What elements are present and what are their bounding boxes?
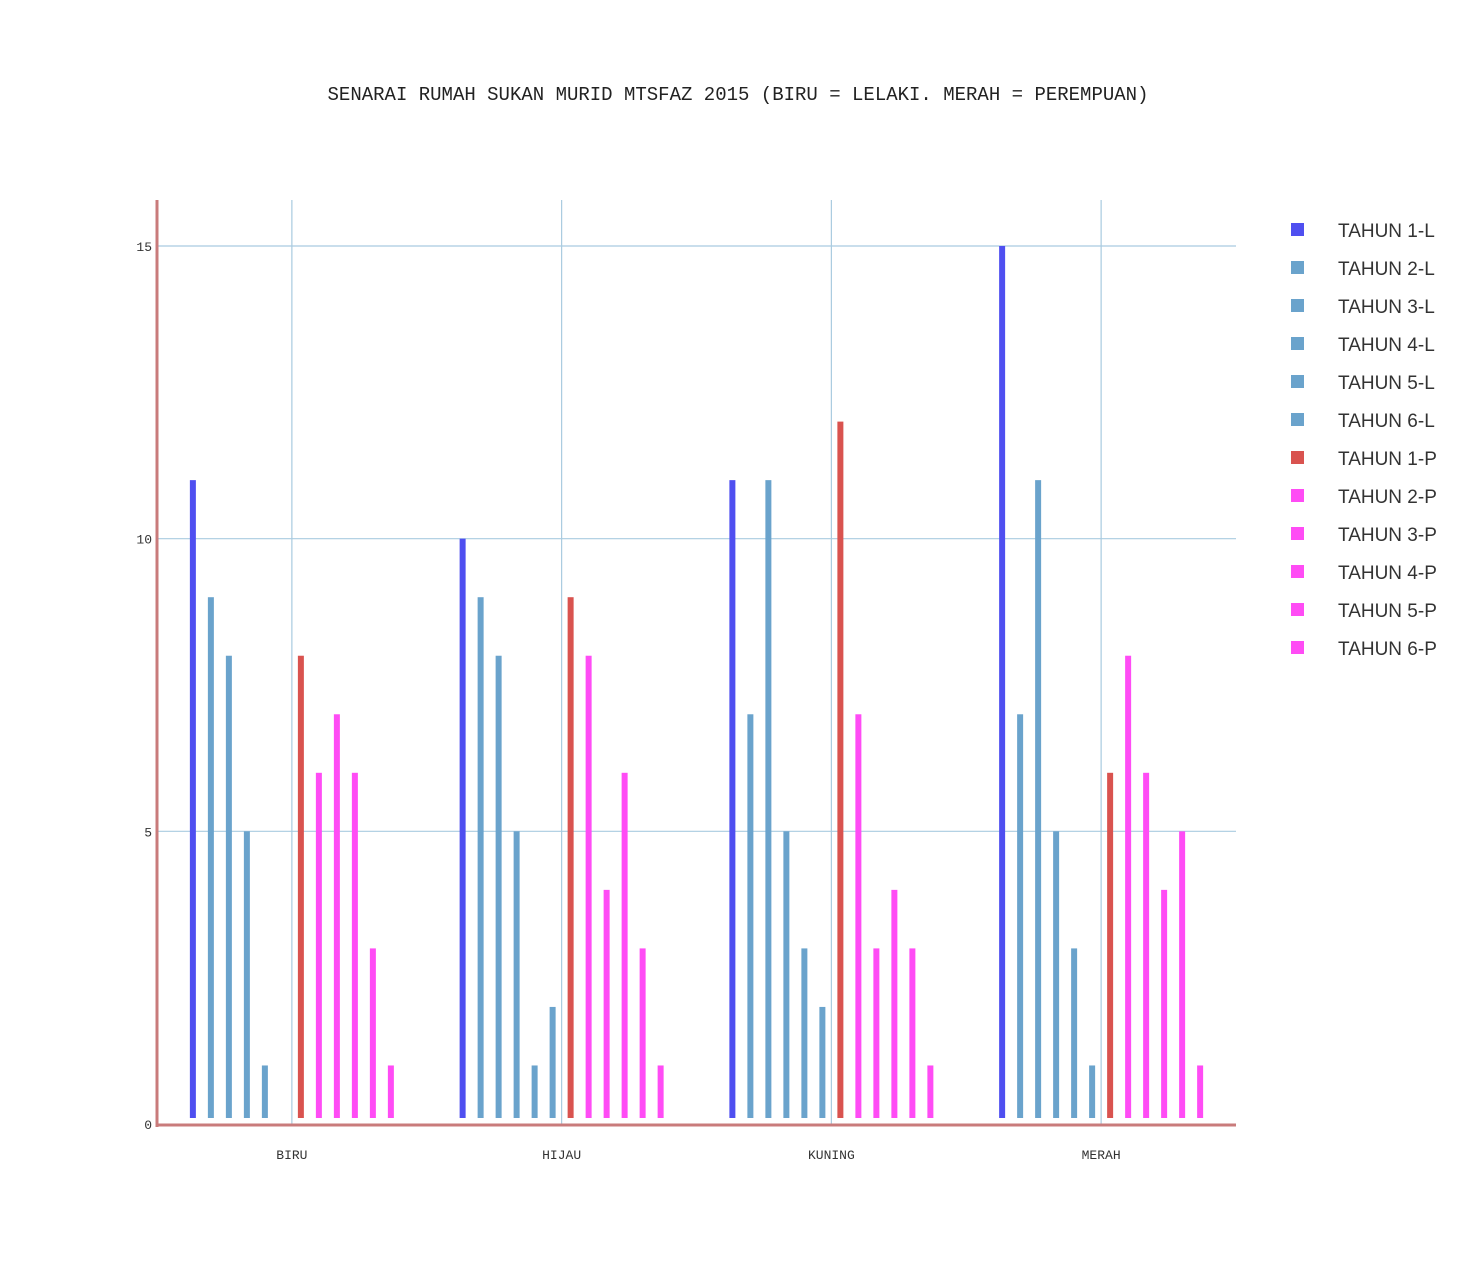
legend-swatch [1291,451,1304,464]
bar-kuning-tahun-6-p [927,1065,934,1118]
legend-swatch [1291,603,1304,616]
bar-merah-tahun-6-p [1197,1065,1204,1118]
legend-item[interactable]: TAHUN 5-P [1291,601,1437,622]
bar-biru-tahun-1-p [297,655,304,1118]
y-tick-label: 10 [136,533,152,548]
legend-swatch [1291,641,1304,654]
bar-merah-tahun-2-p [1125,655,1132,1118]
bar-biru-tahun-2-p [315,772,322,1118]
legend-item[interactable]: TAHUN 3-L [1291,297,1435,318]
y-axis-ticks: 0 5 10 15 [136,240,152,1133]
bar-biru-tahun-3-l [225,655,232,1118]
bar-biru-tahun-5-p [369,948,376,1118]
legend-item[interactable]: TAHUN 1-P [1291,449,1437,470]
bar-kuning-tahun-5-l [801,948,808,1118]
legend-label: TAHUN 3-L [1338,297,1435,318]
bar-hijau-tahun-6-l [549,1006,556,1118]
y-tick-label: 15 [136,240,152,255]
legend-label: TAHUN 2-P [1338,487,1437,508]
bar-kuning-tahun-4-p [891,889,898,1118]
bar-merah-tahun-3-p [1143,772,1150,1118]
bar-biru-tahun-1-l [189,480,196,1119]
legend-label: TAHUN 4-L [1338,335,1435,356]
bar-hijau-tahun-3-l [495,655,502,1118]
bar-biru-tahun-4-p [351,772,358,1118]
bar-merah-tahun-4-p [1161,889,1168,1118]
legend-swatch [1291,413,1304,426]
bar-biru-tahun-3-p [333,714,340,1118]
legend-label: TAHUN 5-P [1338,601,1437,622]
bar-kuning-tahun-6-l [819,1006,826,1118]
grid-lines [157,200,1236,1124]
legend-label: TAHUN 6-P [1338,639,1437,660]
legend-label: TAHUN 4-P [1338,563,1437,584]
bar-hijau-tahun-2-p [585,655,592,1118]
legend: TAHUN 1-L TAHUN 2-L TAHUN 3-L TAHUN 4-L TAHU… [1291,221,1437,660]
bar-merah-tahun-2-l [1017,714,1024,1118]
legend-item[interactable]: TAHUN 4-L [1291,335,1435,356]
bar-hijau-tahun-1-p [567,597,574,1118]
legend-label: TAHUN 3-P [1338,525,1437,546]
legend-swatch [1291,375,1304,388]
bar-kuning-tahun-5-p [909,948,916,1118]
legend-swatch [1291,527,1304,540]
bar-hijau-tahun-2-l [477,597,484,1118]
bar-merah-tahun-3-l [1035,480,1042,1119]
axes [155,200,1236,1127]
legend-item[interactable]: TAHUN 5-L [1291,373,1435,394]
bar-merah-tahun-1-p [1107,772,1114,1118]
legend-label: TAHUN 1-P [1338,449,1437,470]
bar-merah-tahun-4-l [1053,831,1060,1118]
y-tick-label: 0 [144,1118,152,1133]
chart-title: SENARAI RUMAH SUKAN MURID MTSFAZ 2015 (B… [328,84,1149,106]
y-tick-label: 5 [144,825,152,840]
legend-item[interactable]: TAHUN 6-L [1291,411,1435,432]
bar-hijau-tahun-4-p [621,772,628,1118]
bars [189,246,1204,1119]
legend-swatch [1291,337,1304,350]
legend-item[interactable]: TAHUN 2-P [1291,487,1437,508]
bar-kuning-tahun-2-l [747,714,754,1118]
legend-item[interactable]: TAHUN 3-P [1291,525,1437,546]
bar-hijau-tahun-3-p [603,889,610,1118]
bar-hijau-tahun-5-p [639,948,646,1118]
legend-label: TAHUN 6-L [1338,411,1435,432]
x-tick-label: MERAH [1082,1148,1121,1163]
legend-label: TAHUN 2-L [1338,259,1435,280]
bar-kuning-tahun-2-p [855,714,862,1118]
legend-item[interactable]: TAHUN 6-P [1291,639,1437,660]
bar-kuning-tahun-1-l [729,480,736,1119]
bar-biru-tahun-5-l [261,1065,268,1118]
bar-biru-tahun-2-l [207,597,214,1118]
bar-kuning-tahun-1-p [837,421,844,1119]
legend-item[interactable]: TAHUN 1-L [1291,221,1435,242]
legend-item[interactable]: TAHUN 2-L [1291,259,1435,280]
bar-merah-tahun-5-l [1071,948,1078,1118]
legend-swatch [1291,223,1304,236]
bar-biru-tahun-4-l [243,831,250,1118]
bar-kuning-tahun-3-l [765,480,772,1119]
bar-hijau-tahun-6-p [657,1065,664,1118]
legend-swatch [1291,299,1304,312]
legend-label: TAHUN 5-L [1338,373,1435,394]
bar-hijau-tahun-1-l [459,538,466,1118]
bar-merah-tahun-5-p [1179,831,1186,1118]
legend-swatch [1291,565,1304,578]
bar-hijau-tahun-4-l [513,831,520,1118]
bar-merah-tahun-1-l [999,246,1006,1118]
bar-merah-tahun-6-l [1089,1065,1096,1118]
x-tick-label: HIJAU [542,1148,581,1163]
bar-kuning-tahun-3-p [873,948,880,1118]
x-tick-label: BIRU [276,1148,307,1163]
bar-kuning-tahun-4-l [783,831,790,1118]
legend-label: TAHUN 1-L [1338,221,1435,242]
x-tick-label: KUNING [808,1148,855,1163]
bar-biru-tahun-6-p [387,1065,394,1118]
legend-swatch [1291,261,1304,274]
x-axis-ticks: BIRU HIJAU KUNING MERAH [276,1148,1120,1163]
bar-hijau-tahun-5-l [531,1065,538,1118]
legend-swatch [1291,489,1304,502]
legend-item[interactable]: TAHUN 4-P [1291,563,1437,584]
